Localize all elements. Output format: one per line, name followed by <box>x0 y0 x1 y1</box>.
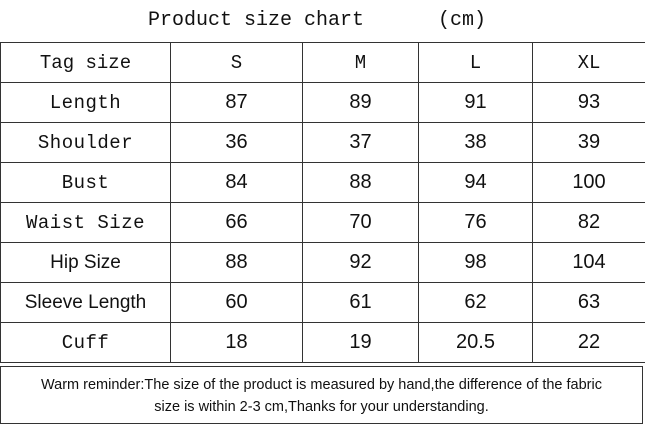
cell-value: 37 <box>302 122 419 163</box>
table-row: Waist Size 66 70 76 82 <box>0 202 645 243</box>
cell-value: 19 <box>302 322 419 363</box>
cell-value: 76 <box>418 202 533 243</box>
cell-value: 88 <box>170 242 303 283</box>
cell-value: 89 <box>302 82 419 123</box>
table-row: Bust 84 88 94 100 <box>0 162 645 203</box>
column-header: M <box>302 42 419 83</box>
table-row: Length 87 89 91 93 <box>0 82 645 123</box>
row-label: Hip Size <box>0 242 171 283</box>
cell-value: 87 <box>170 82 303 123</box>
cell-value: 20.5 <box>418 322 533 363</box>
title-bar: Product size chart (cm) <box>0 0 645 42</box>
cell-value: 82 <box>532 202 645 243</box>
cell-value: 66 <box>170 202 303 243</box>
note-line: Warm reminder:The size of the product is… <box>41 377 602 393</box>
cell-value: 93 <box>532 82 645 123</box>
table-row: Shoulder 36 37 38 39 <box>0 122 645 163</box>
cell-value: 98 <box>418 242 533 283</box>
row-label: Length <box>0 82 171 123</box>
title: Product size chart <box>148 9 365 32</box>
cell-value: 84 <box>170 162 303 203</box>
cell-value: 88 <box>302 162 419 203</box>
table-row: Cuff 18 19 20.5 22 <box>0 322 645 363</box>
cell-value: 22 <box>532 322 645 363</box>
cell-value: 60 <box>170 282 303 323</box>
cell-value: 39 <box>532 122 645 163</box>
row-label: Sleeve Length <box>0 282 171 323</box>
table-body: Tag size S M L XL Length 87 89 91 93 Shoulder 36 37 3… <box>0 42 645 363</box>
cell-value: 63 <box>532 282 645 323</box>
table-row: Hip Size 88 92 98 104 <box>0 242 645 283</box>
unit: (cm) <box>438 9 487 32</box>
footer-note: Warm reminder:The size of the product is… <box>0 366 643 424</box>
cell-value: 104 <box>532 242 645 283</box>
size-table: Tag size S M L XL Length 87 89 91 93 Shoulder 36 37 3… <box>0 42 645 363</box>
cell-value: 62 <box>418 282 533 323</box>
column-header: L <box>418 42 533 83</box>
cell-value: 92 <box>302 242 419 283</box>
row-label: Cuff <box>0 322 171 363</box>
row-label: Bust <box>0 162 171 203</box>
cell-value: 94 <box>418 162 533 203</box>
column-header: XL <box>532 42 645 83</box>
row-label: Waist Size <box>0 202 171 243</box>
cell-value: 18 <box>170 322 303 363</box>
cell-value: 61 <box>302 282 419 323</box>
row-label: Shoulder <box>0 122 171 163</box>
cell-value: 70 <box>302 202 419 243</box>
column-header: S <box>170 42 303 83</box>
table-row: Sleeve Length 60 61 62 63 <box>0 282 645 323</box>
cell-value: 91 <box>418 82 533 123</box>
cell-value: 100 <box>532 162 645 203</box>
column-header: Tag size <box>0 42 171 83</box>
header-row: Tag size S M L XL <box>0 42 645 83</box>
cell-value: 38 <box>418 122 533 163</box>
note-line: size is within 2-3 cm,Thanks for your un… <box>154 399 489 415</box>
cell-value: 36 <box>170 122 303 163</box>
